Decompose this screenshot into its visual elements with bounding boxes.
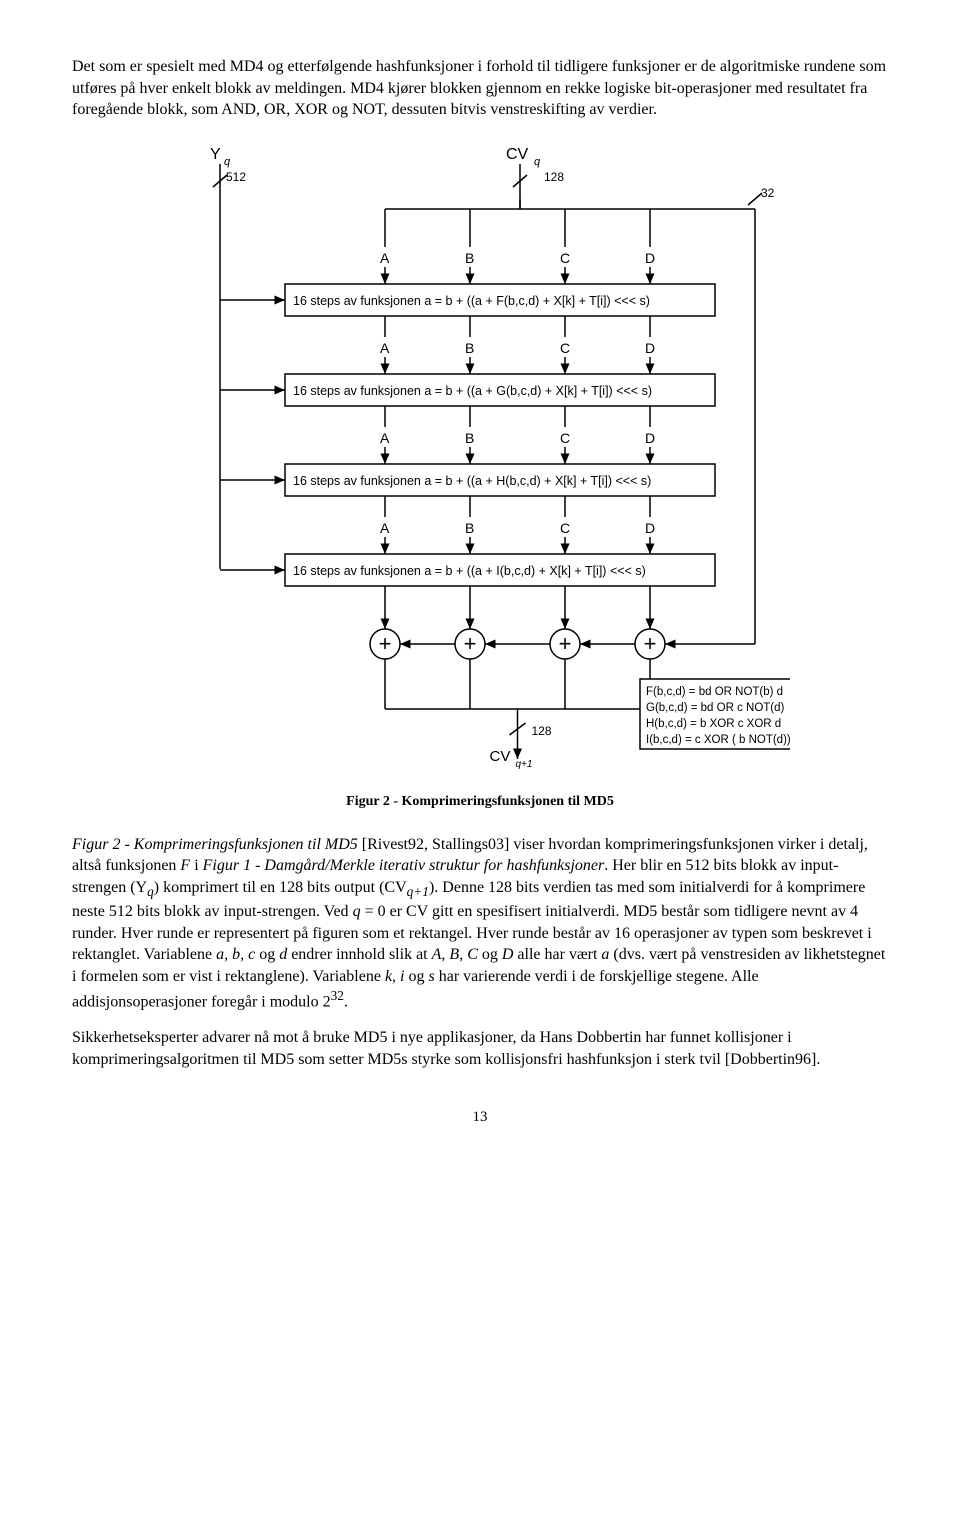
svg-text:+: + [464, 631, 477, 656]
svg-text:H(b,c,d) = b XOR c XOR d: H(b,c,d) = b XOR c XOR d [646, 718, 781, 730]
svg-text:32: 32 [761, 186, 775, 200]
svg-text:D: D [645, 520, 655, 536]
svg-text:q: q [224, 156, 231, 168]
svg-text:D: D [645, 340, 655, 356]
svg-text:q: q [534, 156, 541, 168]
figure-svg: Yq512CVq12832ABCD16 steps av funksjonen … [170, 139, 790, 779]
figure-caption: Figur 2 - Komprimeringsfunksjonen til MD… [72, 793, 888, 812]
svg-text:B: B [465, 520, 474, 536]
svg-text:16 steps av funksjonen a = b +: 16 steps av funksjonen a = b + ((a + F(b… [293, 294, 650, 308]
svg-text:D: D [645, 430, 655, 446]
svg-text:CV: CV [490, 748, 511, 765]
svg-text:512: 512 [226, 170, 246, 184]
svg-text:B: B [465, 340, 474, 356]
page-number: 13 [72, 1107, 888, 1127]
svg-text:16 steps av funksjonen a = b +: 16 steps av funksjonen a = b + ((a + H(b… [293, 474, 651, 488]
svg-text:C: C [560, 430, 570, 446]
svg-text:+: + [559, 631, 572, 656]
svg-text:C: C [560, 520, 570, 536]
svg-text:C: C [560, 340, 570, 356]
svg-text:B: B [465, 250, 474, 266]
paragraph-2: Figur 2 - Komprimeringsfunksjonen til MD… [72, 834, 888, 1014]
svg-text:+: + [644, 631, 657, 656]
svg-text:16 steps av funksjonen a = b +: 16 steps av funksjonen a = b + ((a + G(b… [293, 384, 652, 398]
svg-text:Y: Y [210, 146, 221, 163]
svg-text:q+1: q+1 [516, 759, 533, 770]
figure-md5-compression: Yq512CVq12832ABCD16 steps av funksjonen … [72, 139, 888, 779]
svg-text:CV: CV [506, 146, 529, 163]
paragraph-3: Sikkerhetseksperter advarer nå mot å bru… [72, 1027, 888, 1070]
svg-text:128: 128 [544, 170, 564, 184]
svg-text:A: A [380, 250, 390, 266]
paragraph-1: Det som er spesielt med MD4 og etterfølg… [72, 56, 888, 121]
svg-text:D: D [645, 250, 655, 266]
svg-text:C: C [560, 250, 570, 266]
svg-text:G(b,c,d) = bd OR c NOT(d): G(b,c,d) = bd OR c NOT(d) [646, 702, 785, 714]
svg-text:128: 128 [532, 724, 552, 738]
svg-text:B: B [465, 430, 474, 446]
svg-text:F(b,c,d) = bd OR NOT(b) d: F(b,c,d) = bd OR NOT(b) d [646, 686, 783, 698]
svg-text:A: A [380, 430, 390, 446]
svg-text:+: + [379, 631, 392, 656]
svg-text:16 steps av funksjonen a = b +: 16 steps av funksjonen a = b + ((a + I(b… [293, 564, 646, 578]
svg-text:A: A [380, 340, 390, 356]
svg-text:I(b,c,d) = c XOR ( b NOT(d)): I(b,c,d) = c XOR ( b NOT(d)) [646, 734, 790, 746]
svg-text:A: A [380, 520, 390, 536]
